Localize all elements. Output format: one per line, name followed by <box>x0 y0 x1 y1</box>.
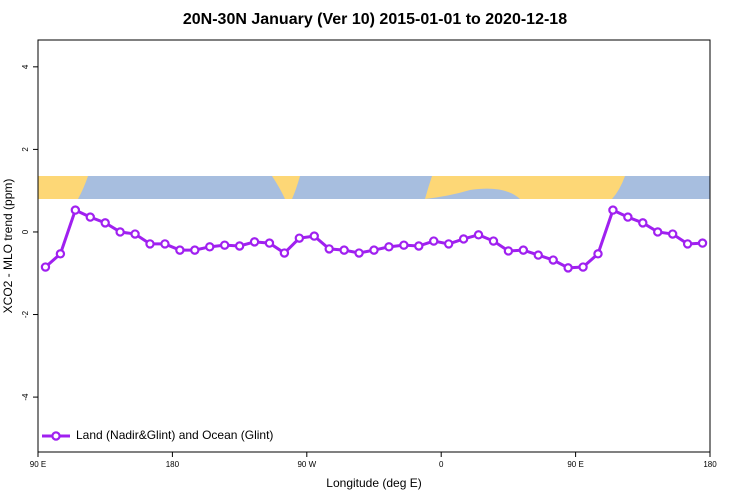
data-point <box>653 227 663 237</box>
data-point <box>638 218 648 228</box>
data-point <box>145 239 155 249</box>
data-point <box>593 249 603 259</box>
data-point <box>608 205 618 215</box>
data-point <box>309 231 319 241</box>
data-point <box>40 262 51 272</box>
data-point <box>234 241 245 251</box>
data-point <box>85 212 95 222</box>
data-point <box>429 236 439 246</box>
data-point <box>578 262 588 272</box>
chart-title: 20N-30N January (Ver 10) 2015-01-01 to 2… <box>183 11 567 28</box>
data-point <box>518 245 529 255</box>
data-point <box>100 218 110 228</box>
data-point <box>294 233 305 243</box>
data-point <box>697 238 708 248</box>
series-line <box>44 208 703 270</box>
data-point <box>503 246 514 256</box>
data-point <box>667 229 678 239</box>
data-point <box>369 245 379 255</box>
data-point <box>249 237 260 247</box>
data-point <box>443 239 454 249</box>
data-point <box>339 245 349 255</box>
data-point <box>399 240 409 250</box>
y-axis-label: XCO2 - MLO trend (ppm) <box>1 179 15 314</box>
data-point <box>279 248 290 258</box>
data-point <box>623 212 633 222</box>
data-point <box>264 238 275 248</box>
data-point <box>488 236 499 246</box>
data-point <box>458 234 469 244</box>
y-tick-label: -4 <box>21 393 30 401</box>
legend-marker <box>51 431 61 441</box>
data-point <box>324 244 334 254</box>
data-point <box>548 255 558 265</box>
data-point <box>160 239 170 249</box>
y-tick-label: 2 <box>21 147 30 152</box>
data-point <box>70 205 81 215</box>
data-point <box>682 239 693 249</box>
data-point <box>130 229 140 239</box>
x-axis-label: Longitude (deg E) <box>326 476 421 490</box>
x-tick-label: 90 E <box>567 460 583 469</box>
data-point <box>190 245 200 255</box>
data-point <box>55 249 66 259</box>
data-point <box>563 263 573 273</box>
plot-frame <box>37 39 711 453</box>
map-strip <box>38 176 710 199</box>
data-point <box>473 230 484 240</box>
data-point <box>205 242 215 252</box>
x-tick-label: 180 <box>166 460 180 469</box>
legend-label: Land (Nadir&Glint) and Ocean (Glint) <box>76 428 273 442</box>
data-point <box>384 242 394 252</box>
data-point <box>115 227 125 237</box>
y-tick-label: 0 <box>21 229 30 234</box>
data-point <box>414 241 424 251</box>
x-tick-label: 90 W <box>297 460 316 469</box>
data-point <box>219 240 230 250</box>
data-point <box>354 248 364 258</box>
x-tick-label: 90 E <box>30 460 46 469</box>
x-tick-label: 0 <box>439 460 444 469</box>
data-point <box>175 245 185 255</box>
y-tick-label: -2 <box>21 310 30 318</box>
data-point <box>533 250 543 260</box>
y-tick-label: 4 <box>21 64 30 69</box>
x-tick-label: 180 <box>703 460 717 469</box>
